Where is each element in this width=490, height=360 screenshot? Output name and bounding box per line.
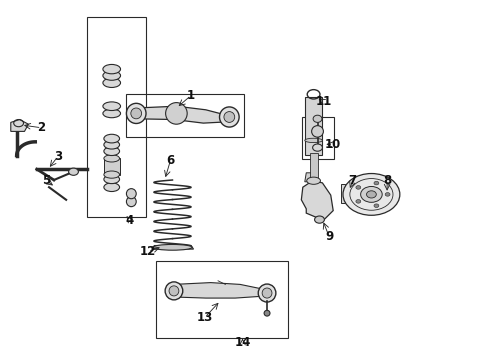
Polygon shape [305, 97, 322, 155]
Ellipse shape [126, 197, 136, 207]
Circle shape [315, 216, 324, 223]
Ellipse shape [264, 310, 270, 316]
Text: 1: 1 [187, 89, 195, 102]
Text: 5: 5 [43, 174, 50, 187]
Polygon shape [152, 246, 194, 249]
Circle shape [69, 168, 78, 175]
Text: 7: 7 [349, 174, 357, 187]
Ellipse shape [169, 286, 179, 296]
Ellipse shape [220, 107, 239, 127]
Text: 4: 4 [126, 214, 134, 227]
Text: 14: 14 [234, 336, 251, 349]
Ellipse shape [104, 175, 120, 184]
Text: 3: 3 [54, 150, 62, 163]
Ellipse shape [126, 103, 146, 123]
Text: 9: 9 [325, 230, 333, 243]
Circle shape [356, 186, 361, 189]
Polygon shape [310, 153, 318, 180]
Ellipse shape [307, 177, 320, 184]
Bar [156, 261, 288, 338]
Polygon shape [301, 181, 333, 220]
Text: 12: 12 [140, 245, 156, 258]
Ellipse shape [258, 284, 276, 302]
Text: 2: 2 [38, 121, 46, 134]
Ellipse shape [104, 134, 120, 143]
Bar [87, 17, 146, 217]
Circle shape [374, 181, 379, 185]
Circle shape [361, 186, 382, 202]
Ellipse shape [103, 102, 121, 111]
Ellipse shape [103, 78, 121, 87]
Ellipse shape [313, 115, 322, 122]
Ellipse shape [104, 147, 120, 156]
Ellipse shape [262, 288, 272, 298]
Ellipse shape [104, 155, 120, 162]
Polygon shape [104, 158, 120, 175]
Ellipse shape [131, 108, 142, 119]
Text: 6: 6 [167, 154, 174, 167]
Ellipse shape [126, 189, 136, 199]
Circle shape [374, 204, 379, 207]
Text: 10: 10 [325, 138, 342, 151]
Polygon shape [136, 106, 230, 123]
Circle shape [367, 191, 376, 198]
Text: 11: 11 [315, 95, 332, 108]
Circle shape [313, 144, 322, 151]
Ellipse shape [103, 64, 121, 74]
Ellipse shape [104, 140, 120, 149]
Polygon shape [11, 120, 28, 131]
Bar [126, 94, 244, 137]
Ellipse shape [165, 282, 183, 300]
Ellipse shape [153, 244, 192, 250]
Ellipse shape [103, 71, 121, 80]
Bar [302, 117, 334, 159]
Ellipse shape [224, 112, 235, 122]
Ellipse shape [305, 138, 322, 143]
Ellipse shape [166, 103, 187, 124]
Circle shape [356, 199, 361, 203]
Circle shape [343, 174, 400, 215]
Ellipse shape [312, 126, 323, 137]
Text: 13: 13 [196, 311, 213, 324]
Ellipse shape [104, 171, 120, 178]
Polygon shape [305, 173, 318, 182]
Ellipse shape [104, 183, 120, 192]
Polygon shape [341, 184, 345, 203]
Text: 8: 8 [383, 174, 391, 187]
Circle shape [385, 193, 390, 196]
Ellipse shape [103, 109, 121, 118]
Polygon shape [174, 283, 267, 298]
